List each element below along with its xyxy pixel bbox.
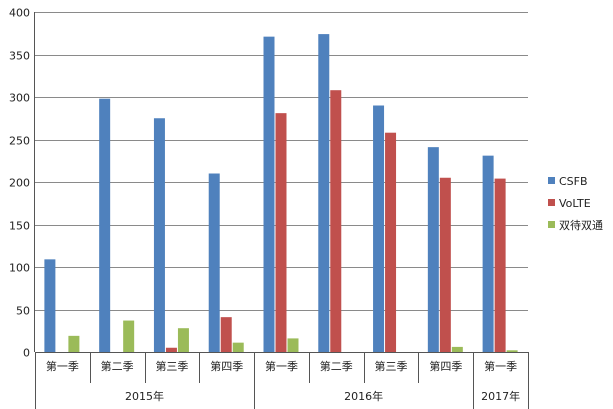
- x-tick-label: 第二季: [320, 359, 353, 373]
- category-labels: 第一季 第二季 第三季 第四季 第一季 第二季 第三季 第四季 第一季 2015年 2016年 201…: [35, 352, 529, 409]
- y-tick-label: 350: [9, 50, 30, 63]
- y-tick-label: 400: [9, 7, 30, 20]
- bar-双待双通-1: [123, 320, 135, 352]
- group-label: 2017年: [481, 389, 520, 403]
- bar-双待双通-4: [287, 338, 299, 352]
- bar-CSFB-3: [208, 173, 220, 352]
- y-axis-tick-labels: 0 50 100 150 200 250 300 350 400: [9, 7, 30, 360]
- group-label: 2016年: [344, 389, 383, 403]
- bar-VoLTE-8: [494, 178, 506, 352]
- x-tick-label: 第四季: [210, 359, 243, 373]
- x-tick-label: 第三季: [375, 359, 408, 373]
- bar-VoLTE-2: [165, 347, 177, 352]
- bar-CSFB-7: [427, 147, 439, 352]
- y-tick-label: 200: [9, 177, 30, 190]
- y-tick-label: 100: [9, 262, 30, 275]
- bars: [44, 34, 518, 353]
- bar-双待双通-8: [506, 350, 518, 352]
- y-tick-label: 300: [9, 92, 30, 105]
- bar-VoLTE-3: [220, 317, 232, 352]
- bar-CSFB-8: [482, 155, 494, 352]
- bar-CSFB-1: [99, 98, 111, 352]
- bar-VoLTE-5: [330, 90, 342, 352]
- bar-CSFB-6: [373, 105, 385, 352]
- group-label: 2015年: [125, 389, 164, 403]
- x-tick-label: 第一季: [265, 359, 298, 373]
- legend-swatch: [548, 221, 555, 228]
- bar-CSFB-5: [318, 34, 330, 352]
- x-tick-label: 第一季: [46, 359, 79, 373]
- legend-label: CSFB: [559, 175, 588, 188]
- x-tick-label: 第三季: [155, 359, 188, 373]
- x-tick-label: 第四季: [429, 359, 462, 373]
- bar-CSFB-0: [44, 259, 56, 352]
- bar-CSFB-2: [153, 118, 165, 352]
- legend-label: 双待双通: [559, 218, 603, 232]
- x-tick-label: 第二季: [101, 359, 134, 373]
- legend-label: VoLTE: [559, 197, 591, 210]
- bar-双待双通-3: [232, 342, 244, 352]
- bar-双待双通-7: [451, 346, 463, 352]
- bar-VoLTE-7: [439, 177, 451, 352]
- bar-双待双通-0: [68, 335, 80, 352]
- y-tick-label: 50: [16, 305, 30, 318]
- legend: CSFB VoLTE 双待双通: [548, 175, 603, 232]
- y-tick-label: 250: [9, 135, 30, 148]
- bar-VoLTE-6: [385, 132, 397, 352]
- legend-swatch: [548, 199, 555, 206]
- x-tick-label: 第一季: [484, 359, 517, 373]
- bar-CSFB-4: [263, 36, 275, 353]
- axes: [34, 12, 528, 353]
- y-tick-label: 0: [23, 347, 30, 360]
- bar-VoLTE-4: [275, 113, 287, 353]
- y-tick-label: 150: [9, 220, 30, 233]
- legend-swatch: [548, 177, 555, 184]
- bar-双待双通-2: [177, 328, 189, 352]
